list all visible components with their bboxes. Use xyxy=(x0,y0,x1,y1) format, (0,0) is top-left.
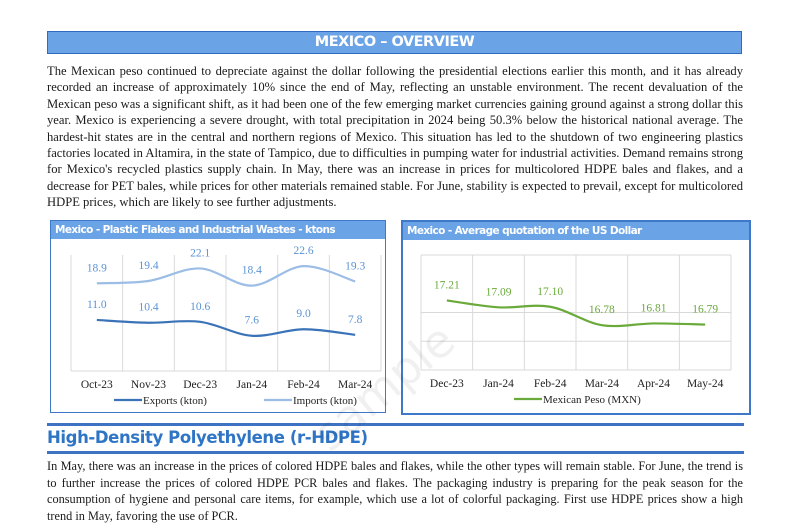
usd-quotation-chart: Mexico - Average quotation of the US Dol… xyxy=(401,220,751,415)
x-tick-label: Apr-24 xyxy=(637,378,670,390)
data-label: 9.0 xyxy=(296,308,311,320)
x-tick-label: Feb-24 xyxy=(534,378,567,390)
overview-paragraph: The Mexican peso continued to depreciate… xyxy=(47,64,743,210)
x-tick-label: Feb-24 xyxy=(287,379,320,391)
chart-title: Mexico - Plastic Flakes and Industrial W… xyxy=(51,221,385,239)
x-tick-label: Mar-24 xyxy=(338,379,373,391)
hdpe-section-title: High-Density Polyethylene (r-HDPE) xyxy=(47,428,368,447)
section-divider-top xyxy=(47,423,744,426)
x-tick-label: Jan-24 xyxy=(483,378,514,390)
legend-label: Mexican Peso (MXN) xyxy=(543,394,641,406)
x-tick-label: Mar-24 xyxy=(585,378,620,390)
hdpe-paragraph: In May, there was an increase in the pri… xyxy=(47,459,743,523)
data-label: 16.79 xyxy=(692,304,718,316)
usd-quotation-chart-svg: Dec-23 Jan-24 Feb-24 Mar-24 Apr-24 May-24 17.2… xyxy=(420,254,732,406)
data-label: 19.4 xyxy=(138,260,158,272)
data-label: 18.4 xyxy=(242,265,262,277)
series-line-a xyxy=(446,299,706,328)
chart-title: Mexico - Average quotation of the US Dol… xyxy=(403,222,749,240)
data-label: 17.09 xyxy=(486,286,512,298)
data-label: 18.9 xyxy=(87,262,107,274)
data-label: 17.10 xyxy=(537,286,563,298)
x-tick-label: Nov-23 xyxy=(131,379,166,391)
data-label: 16.81 xyxy=(641,302,667,314)
data-label: 17.21 xyxy=(434,279,460,291)
plastic-flakes-chart-svg: Oct-23 Nov-23 Dec-23 Jan-24 Feb-24 Mar-24 11.0… xyxy=(70,245,382,407)
overview-banner-title: MEXICO – OVERVIEW xyxy=(47,31,742,54)
data-label: 10.6 xyxy=(190,301,210,313)
x-tick-label: Jan-24 xyxy=(236,379,267,391)
series-line-a xyxy=(96,318,356,337)
section-divider-bottom xyxy=(47,451,744,454)
data-label: 16.78 xyxy=(589,304,615,316)
data-label: 11.0 xyxy=(87,299,107,311)
x-tick-label: Oct-23 xyxy=(81,379,113,391)
data-label: 7.8 xyxy=(348,314,363,326)
data-label: 22.6 xyxy=(293,245,313,257)
data-label: 19.3 xyxy=(345,260,365,272)
legend-label: Imports (kton) xyxy=(293,395,357,407)
data-label: 22.1 xyxy=(190,247,210,259)
x-tick-label: May-24 xyxy=(687,378,724,390)
data-label: 10.4 xyxy=(138,302,158,314)
data-label: 7.6 xyxy=(245,315,260,327)
x-tick-label: Dec-23 xyxy=(430,378,464,390)
x-tick-label: Dec-23 xyxy=(183,379,217,391)
series-line-b xyxy=(96,265,356,287)
legend-label: Exports (kton) xyxy=(143,395,207,407)
plastic-flakes-chart: Mexico - Plastic Flakes and Industrial W… xyxy=(50,220,386,413)
